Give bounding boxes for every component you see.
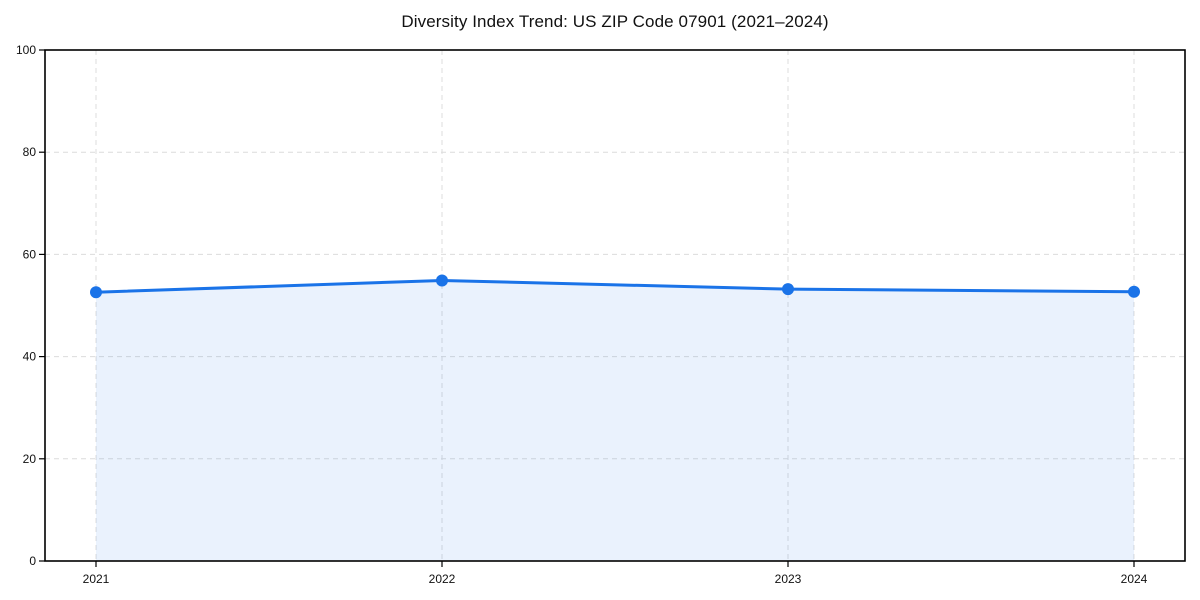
chart-title: Diversity Index Trend: US ZIP Code 07901…: [401, 12, 829, 31]
data-point: [782, 283, 794, 296]
y-tick-label: 0: [29, 554, 36, 568]
y-tick-label: 80: [23, 145, 37, 159]
x-tick-label: 2022: [429, 572, 456, 586]
x-tick-label: 2021: [83, 572, 110, 586]
y-tick-label: 40: [23, 350, 37, 364]
y-tick-label: 100: [16, 43, 36, 57]
plot-frame: [44, 49, 1186, 562]
area-fill: [96, 280, 1134, 561]
trend-line: [94, 278, 1136, 294]
x-tick-label: 2024: [1121, 572, 1148, 586]
y-tick-label: 60: [23, 247, 37, 261]
x-tick-label: 2023: [775, 572, 802, 586]
data-point: [1128, 285, 1140, 298]
y-tick-label: 20: [23, 452, 37, 466]
data-point: [436, 274, 448, 287]
data-point: [90, 286, 102, 299]
